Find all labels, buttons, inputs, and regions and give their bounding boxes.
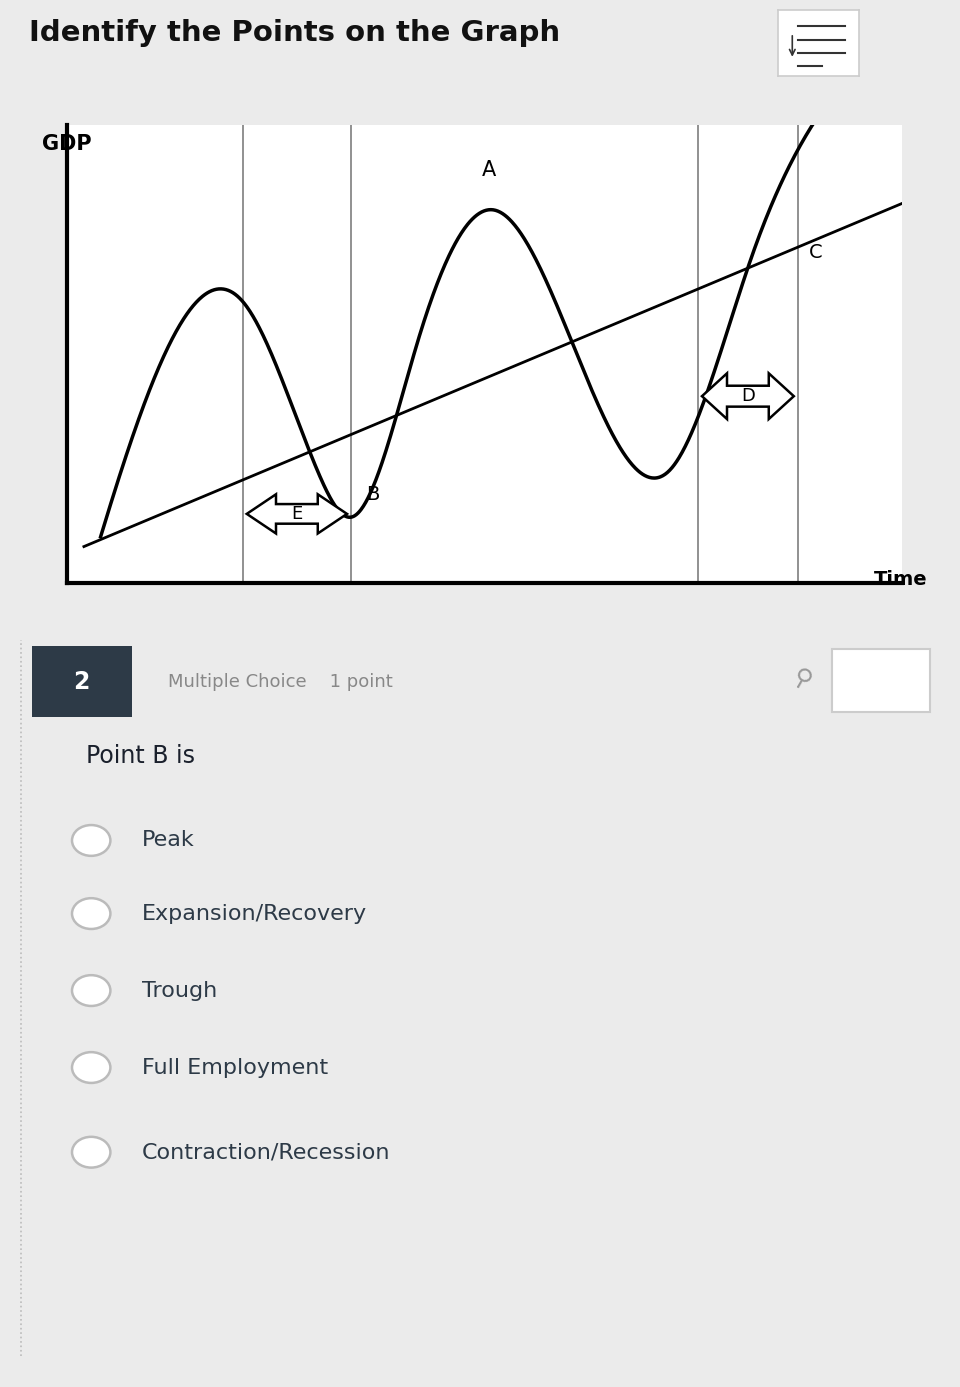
Text: ⚲: ⚲: [788, 666, 815, 695]
Text: Full Employment: Full Employment: [142, 1057, 328, 1078]
Text: Expansion/Recovery: Expansion/Recovery: [142, 903, 368, 924]
Text: C: C: [809, 243, 823, 262]
Text: Multiple Choice    1 point: Multiple Choice 1 point: [168, 673, 393, 691]
Text: Time: Time: [874, 570, 927, 588]
FancyBboxPatch shape: [832, 649, 930, 712]
Text: Point B is: Point B is: [86, 743, 196, 768]
Text: B: B: [366, 485, 379, 503]
Polygon shape: [702, 373, 794, 419]
Text: Identify the Points on the Graph: Identify the Points on the Graph: [29, 18, 560, 47]
Circle shape: [72, 1053, 110, 1083]
Text: E: E: [291, 505, 302, 523]
Text: GDP: GDP: [42, 135, 92, 154]
Text: 2: 2: [73, 670, 90, 694]
Text: D: D: [741, 387, 755, 405]
Text: Contraction/Recession: Contraction/Recession: [142, 1143, 391, 1162]
Text: A: A: [482, 161, 496, 180]
Text: Trough: Trough: [142, 981, 217, 1000]
Circle shape: [72, 899, 110, 929]
FancyBboxPatch shape: [32, 646, 132, 717]
Polygon shape: [247, 494, 347, 534]
Circle shape: [72, 975, 110, 1006]
Text: Peak: Peak: [142, 831, 195, 850]
Circle shape: [72, 825, 110, 856]
Circle shape: [72, 1137, 110, 1168]
